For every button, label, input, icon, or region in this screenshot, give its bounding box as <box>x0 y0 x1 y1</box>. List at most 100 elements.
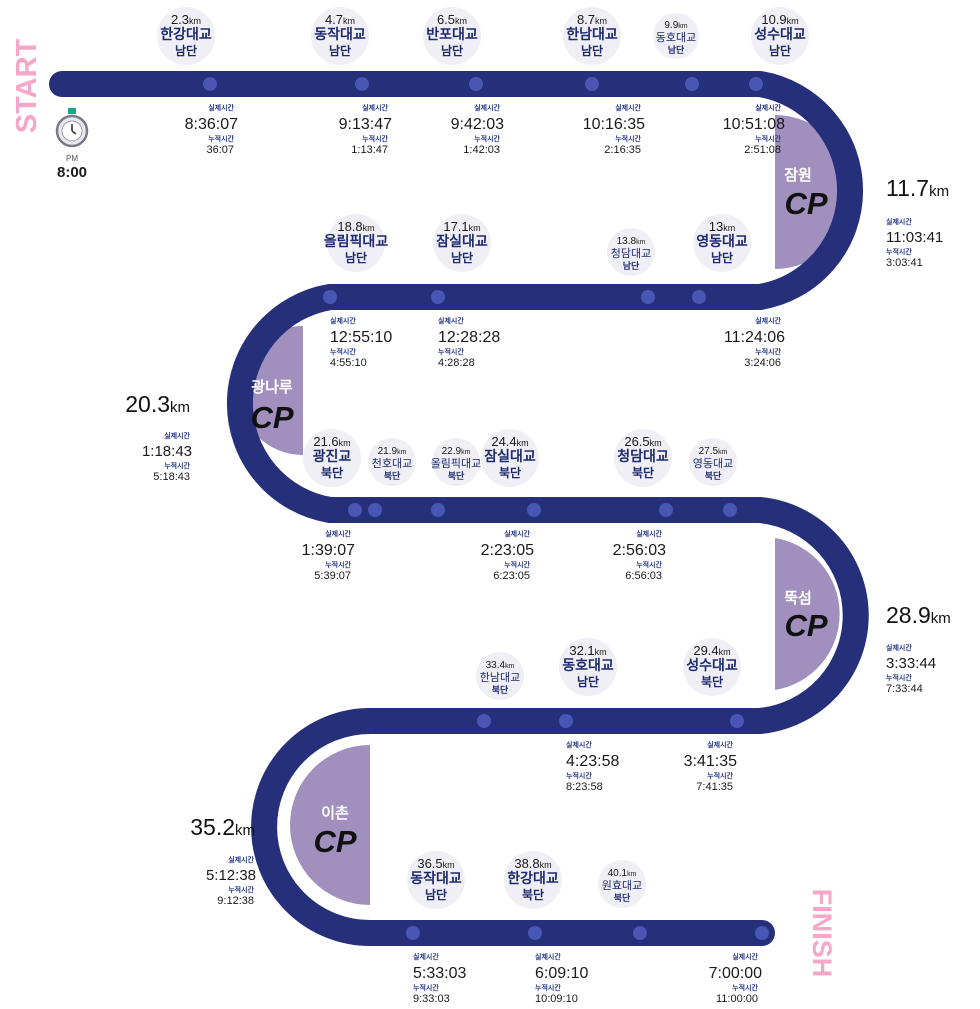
bubble-background <box>693 214 751 272</box>
bridge-name: 반포대교 <box>426 26 478 42</box>
actual-time-caption: 실제시간 <box>325 529 351 538</box>
bridge-side: 북단 <box>384 470 401 481</box>
actual-time-caption: 실제시간 <box>732 952 758 961</box>
bubble-background <box>559 638 617 696</box>
bridge-side: 남단 <box>425 887 447 902</box>
cumulative-time: 2:16:35 <box>604 144 641 156</box>
start-label: START <box>11 38 43 133</box>
cumulative-time-caption: 누적시간 <box>474 134 500 143</box>
bridge-side: 남단 <box>581 43 603 58</box>
cumulative-time-caption: 누적시간 <box>438 347 464 356</box>
cumulative-time-caption: 누적시간 <box>535 983 561 992</box>
bridge-name: 광진교 <box>313 448 352 464</box>
track-dot <box>527 503 541 517</box>
track-dot-layer <box>203 77 769 940</box>
cumulative-time: 8:23:58 <box>566 781 603 793</box>
track-dot <box>406 926 420 940</box>
track-dot <box>692 290 706 304</box>
track-dot <box>559 714 573 728</box>
track-dot <box>323 290 337 304</box>
bridge-name: 잠실대교 <box>484 448 536 464</box>
cumulative-time-caption: 누적시간 <box>707 771 733 780</box>
checkpoint-actual-time: 3:33:44 <box>886 655 936 672</box>
checkpoint-cumulative-time: 3:03:41 <box>886 257 923 269</box>
checkpoint-distance: 20.3km <box>125 391 190 417</box>
cumulative-time: 36:07 <box>206 144 234 156</box>
distance-label: 21.6km <box>313 434 350 449</box>
distance-label: 17.1km <box>443 219 480 234</box>
checkpoint-distance: 11.7km <box>886 175 949 201</box>
bridge-name: 한강대교 <box>160 26 212 42</box>
checkpoint-name: 광나루 <box>251 378 293 396</box>
distance-label: 22.9km <box>442 446 471 457</box>
cumulative-time: 11:00:00 <box>716 993 758 1004</box>
track-dot <box>730 714 744 728</box>
checkpoint-actual-time: 5:12:38 <box>206 867 256 884</box>
finish-label: FINISH <box>807 889 837 978</box>
cumulative-time: 3:24:06 <box>744 357 781 369</box>
bridge-side: 북단 <box>492 684 509 695</box>
bridge-side: 남단 <box>668 44 685 55</box>
actual-time-caption: 실제시간 <box>330 316 356 325</box>
actual-time-caption: 실제시간 <box>566 740 592 749</box>
bubble-background <box>327 214 385 272</box>
actual-time-caption: 실제시간 <box>636 529 662 538</box>
cumulative-time: 5:39:07 <box>314 570 351 582</box>
bubble-background <box>607 228 655 276</box>
cumulative-time: 7:41:35 <box>696 781 733 793</box>
cumulative-time-caption: 누적시간 <box>636 560 662 569</box>
distance-label: 4.7km <box>325 12 355 27</box>
bridge-name: 천호대교 <box>372 456 412 470</box>
checkpoint-actual-time: 1:18:43 <box>142 443 192 460</box>
cumulative-time-caption: 누적시간 <box>615 134 641 143</box>
bridge-name: 동호대교 <box>656 31 696 44</box>
checkpoint-cp-label: CP <box>784 186 827 221</box>
actual-time: 10:16:35 <box>583 116 645 133</box>
checkpoint-name: 잠원 <box>784 166 812 184</box>
cumulative-time-caption: 누적시간 <box>504 560 530 569</box>
track-dot <box>641 290 655 304</box>
bridge-name: 청담대교 <box>611 247 651 260</box>
cumulative-time-caption: 누적시간 <box>886 247 912 256</box>
checkpoint-cumulative-time: 7:33:44 <box>886 683 923 695</box>
cumulative-time: 4:28:28 <box>438 357 475 369</box>
bridge-side: 남단 <box>623 260 640 271</box>
actual-time: 9:13:47 <box>339 116 392 133</box>
actual-time: 5:33:03 <box>413 965 466 982</box>
actual-time-caption: 실제시간 <box>886 643 912 652</box>
distance-label: 38.8km <box>514 856 551 871</box>
checkpoint-actual-time: 11:03:41 <box>886 229 943 246</box>
cumulative-time: 1:42:03 <box>463 144 500 156</box>
bubble-background <box>563 7 621 65</box>
bubble-background <box>157 7 215 65</box>
checkpoint-distance: 28.9km <box>886 602 951 628</box>
cumulative-time: 6:56:03 <box>625 570 662 582</box>
bridge-name: 동호대교 <box>562 657 614 673</box>
actual-time: 9:42:03 <box>451 116 504 133</box>
distance-label: 32.1km <box>569 643 606 658</box>
